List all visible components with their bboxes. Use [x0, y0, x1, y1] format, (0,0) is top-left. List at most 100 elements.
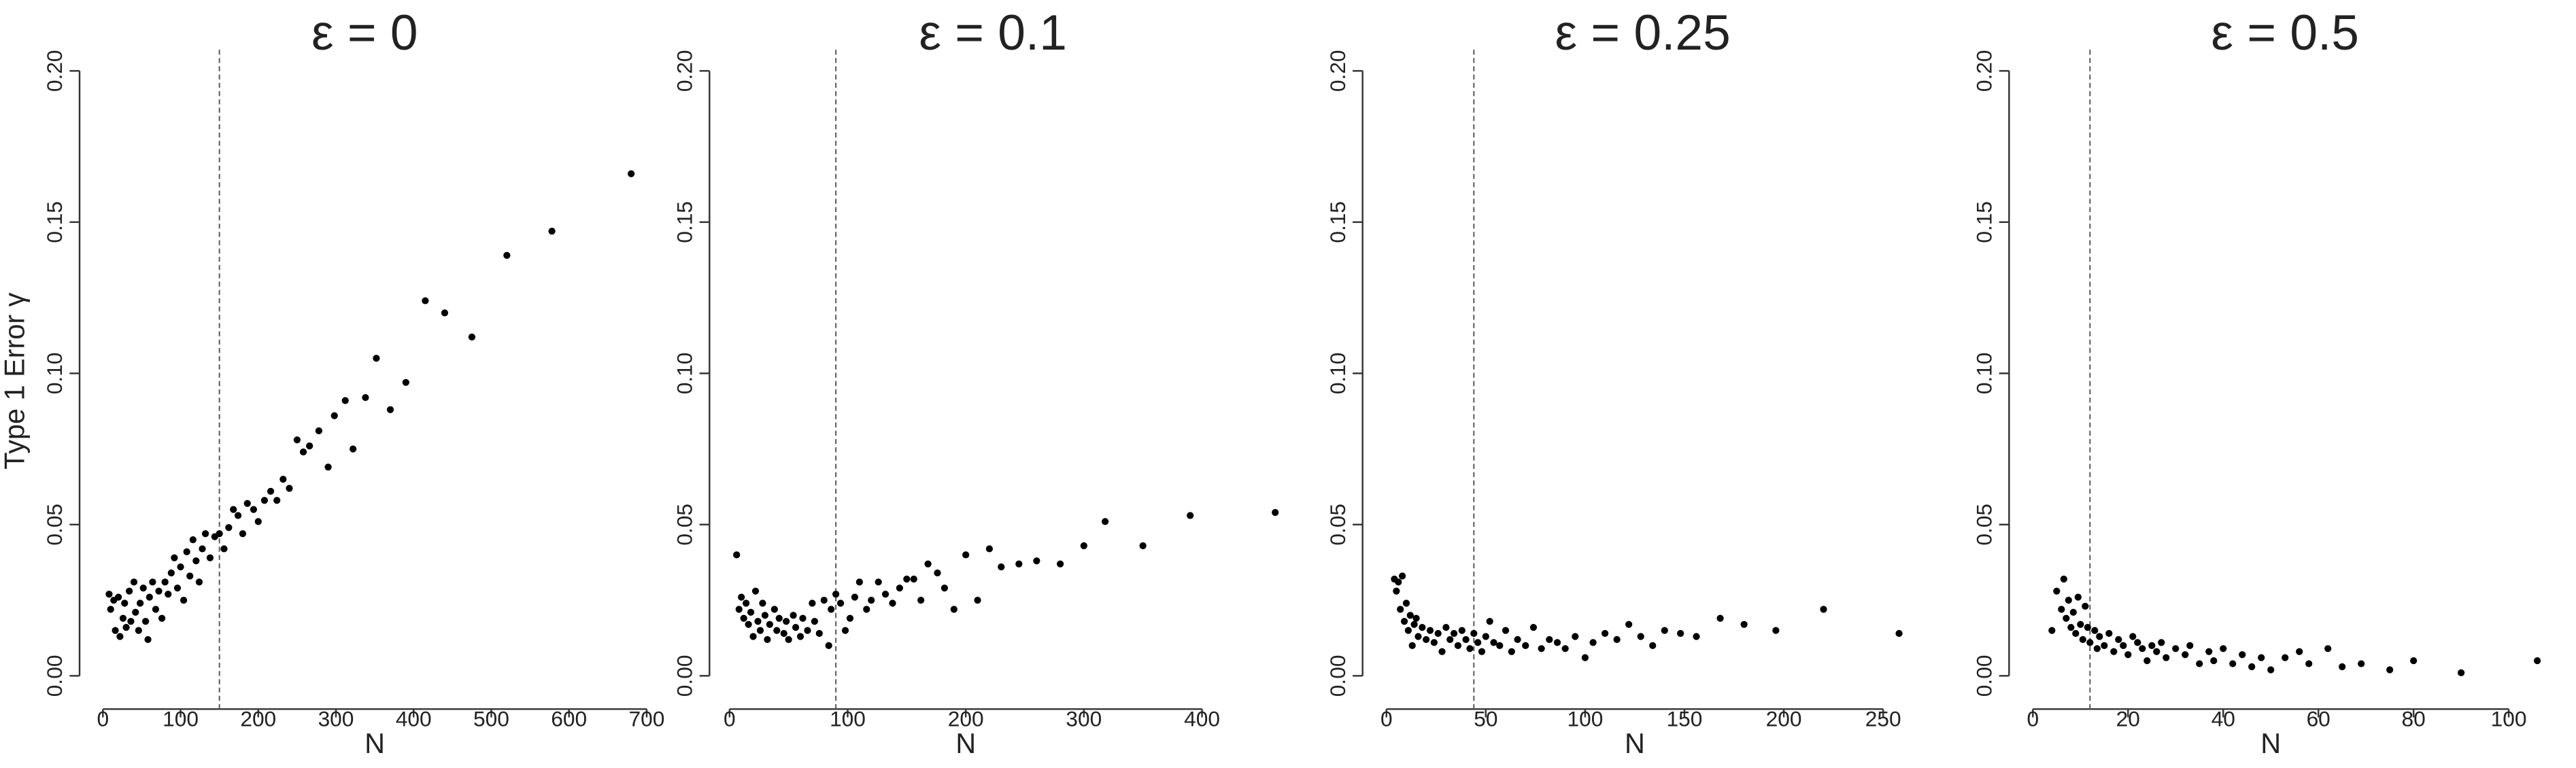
point — [1442, 624, 1450, 631]
point — [422, 297, 429, 304]
point — [1033, 557, 1040, 565]
point — [2305, 660, 2313, 667]
point — [2048, 627, 2056, 634]
point — [2058, 606, 2065, 613]
point — [158, 614, 166, 622]
point — [1423, 635, 1430, 644]
point — [1572, 633, 1579, 640]
point — [1462, 635, 1470, 644]
point — [627, 170, 635, 177]
point — [331, 412, 338, 419]
point — [1589, 639, 1597, 646]
point — [740, 614, 747, 622]
point — [1430, 639, 1438, 646]
point — [2082, 602, 2089, 610]
point — [940, 584, 949, 592]
y-tick-label: 0.05 — [42, 504, 67, 546]
point — [756, 627, 764, 634]
point — [1514, 635, 1521, 644]
point — [2358, 660, 2365, 667]
point — [2093, 645, 2101, 652]
point — [770, 606, 778, 613]
x-tick-label: 50 — [1474, 707, 1497, 731]
point — [917, 596, 925, 604]
x-tick-label: 80 — [2402, 707, 2426, 731]
point — [783, 618, 790, 625]
x-tick-label: 200 — [1766, 707, 1802, 731]
point — [135, 627, 142, 634]
x-axis-label: N — [955, 727, 976, 759]
point — [754, 618, 762, 625]
point — [1740, 621, 1748, 628]
point — [851, 593, 859, 601]
point — [243, 500, 251, 507]
point — [2143, 657, 2151, 665]
point — [186, 572, 194, 580]
point — [2339, 663, 2346, 671]
y-tick-label: 0.10 — [1972, 353, 1997, 395]
point — [2163, 654, 2170, 661]
x-tick-label: 0 — [724, 707, 736, 731]
y-tick-label: 0.05 — [673, 504, 697, 546]
point — [974, 596, 981, 604]
x-axis-label: N — [2260, 727, 2281, 759]
point — [1414, 633, 1422, 640]
x-tick-label: 100 — [2491, 707, 2527, 731]
point — [315, 427, 322, 435]
point — [2072, 629, 2080, 638]
point — [2067, 624, 2075, 631]
point — [2533, 657, 2541, 665]
point — [745, 621, 752, 628]
point — [896, 584, 904, 592]
point — [468, 333, 476, 341]
point — [2153, 648, 2160, 655]
x-tick-label: 400 — [396, 707, 432, 731]
y-tick-label: 0.10 — [42, 353, 67, 395]
point — [1677, 629, 1684, 638]
point — [775, 614, 783, 622]
point — [1397, 606, 1404, 613]
point — [119, 614, 127, 622]
x-tick-label: 700 — [629, 707, 665, 731]
y-tick-label: 0.20 — [42, 50, 67, 92]
point — [441, 309, 449, 317]
point — [749, 633, 757, 640]
point — [1187, 512, 1194, 519]
point — [1502, 627, 1510, 634]
point — [2386, 666, 2394, 674]
point — [820, 596, 828, 604]
point — [1400, 618, 1408, 625]
y-tick-label: 0.15 — [42, 201, 67, 243]
point — [875, 578, 882, 586]
point — [136, 599, 144, 607]
point — [2239, 651, 2246, 659]
point — [796, 633, 804, 640]
point — [199, 545, 206, 553]
point — [260, 497, 269, 504]
point — [2129, 633, 2137, 640]
point — [2069, 608, 2077, 616]
point — [1393, 587, 1400, 595]
point — [1625, 621, 1633, 628]
x-axis-label: N — [1625, 727, 1645, 759]
point — [1458, 627, 1465, 634]
point — [881, 591, 889, 598]
point — [855, 578, 863, 586]
point — [1508, 648, 1515, 655]
point — [250, 506, 258, 513]
point — [1693, 633, 1700, 640]
y-tick-label: 0.15 — [1325, 201, 1350, 243]
point — [503, 251, 511, 259]
y-tick-label: 0.15 — [1972, 201, 1997, 243]
point — [1434, 629, 1442, 638]
point — [773, 627, 781, 634]
point — [1139, 542, 1147, 550]
point — [2086, 639, 2094, 646]
point — [2060, 575, 2067, 583]
point — [2324, 645, 2332, 652]
point — [828, 606, 835, 613]
point — [2139, 645, 2146, 652]
point — [910, 575, 917, 583]
